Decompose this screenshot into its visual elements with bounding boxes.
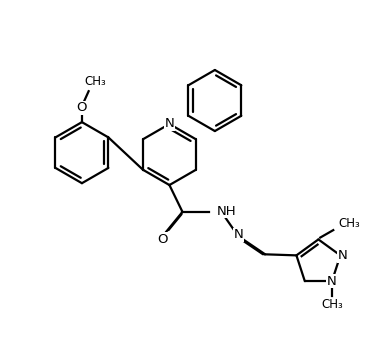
Text: CH₃: CH₃ (339, 217, 360, 230)
Text: N: N (165, 118, 174, 131)
Text: O: O (158, 232, 168, 246)
Text: N: N (327, 275, 337, 288)
Text: CH₃: CH₃ (321, 298, 343, 311)
Text: NH: NH (217, 205, 237, 218)
Text: N: N (337, 249, 347, 262)
Text: N: N (233, 229, 243, 241)
Text: CH₃: CH₃ (84, 75, 106, 88)
Text: O: O (77, 102, 87, 114)
